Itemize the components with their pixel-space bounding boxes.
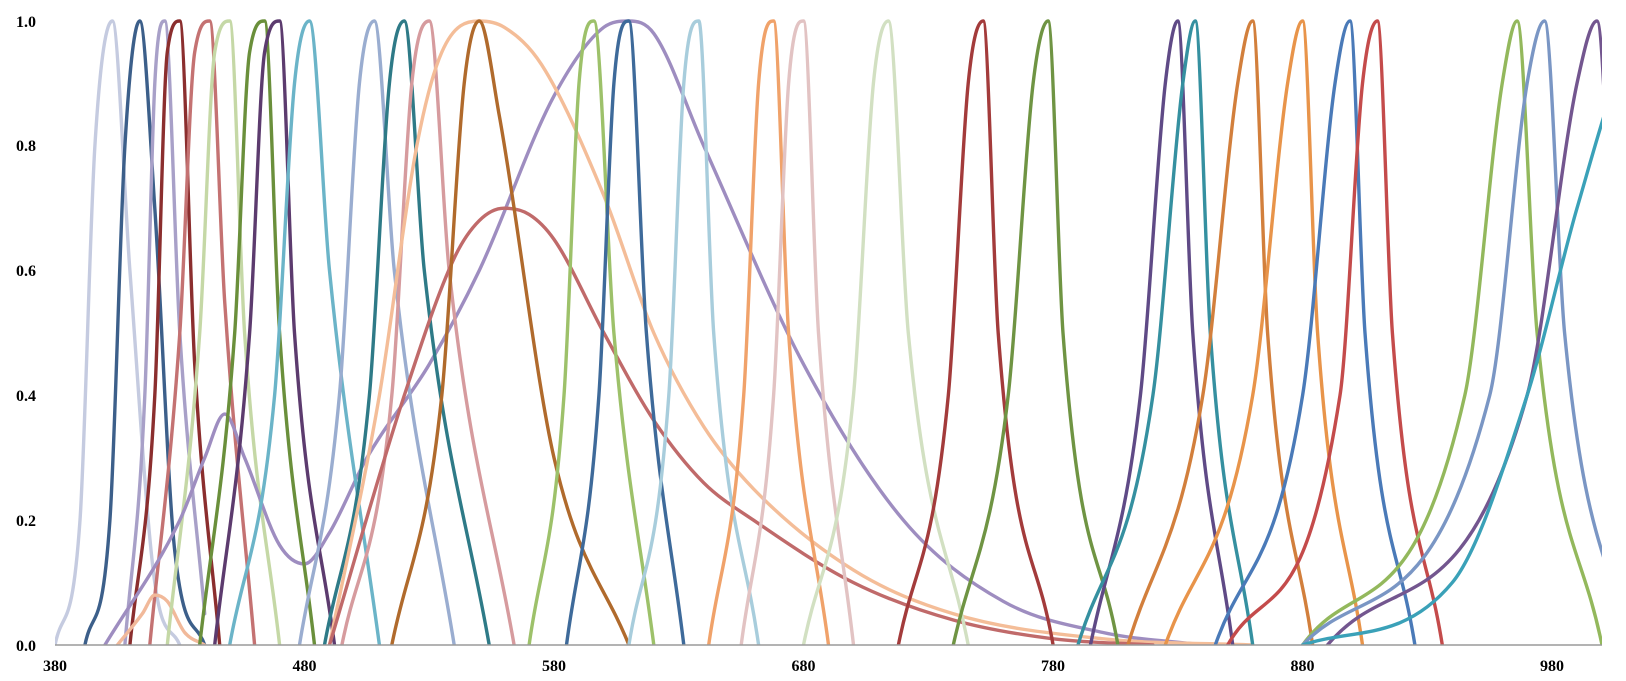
series-line-8 (103, 19, 1205, 645)
series-line-35 (1300, 116, 1602, 645)
y-tick-label: 1.0 (16, 14, 36, 31)
series-line-29 (1163, 19, 1365, 645)
y-tick-label: 0.6 (16, 263, 36, 280)
series-line-34 (1325, 19, 1602, 645)
series-line-25 (951, 19, 1120, 645)
series-line-13 (322, 19, 491, 645)
series-line-7 (165, 19, 282, 645)
series-line-19 (564, 19, 686, 645)
series-line-17 (390, 19, 631, 645)
series-line-3 (123, 19, 207, 645)
series-line-10 (213, 19, 337, 645)
y-tick-label: 0.8 (16, 138, 36, 155)
series-line-9 (198, 19, 317, 645)
series-line-26 (1088, 19, 1235, 645)
series-line-31 (1226, 19, 1444, 645)
series-line-4 (128, 19, 222, 645)
series-line-5 (148, 19, 257, 645)
series-line-18 (527, 19, 656, 645)
y-axis-ticks: 0.0 0.2 0.4 0.6 0.8 1.0 (16, 14, 36, 655)
series-line-23 (801, 19, 970, 645)
x-tick-label: 480 (293, 658, 317, 675)
series-line-32 (1300, 19, 1602, 645)
x-tick-label: 780 (1041, 658, 1065, 675)
x-tick-label: 880 (1291, 658, 1315, 675)
x-tick-label: 680 (792, 658, 816, 675)
series-line-22 (739, 19, 856, 645)
series-line-12 (297, 19, 456, 645)
series-line-28 (1126, 19, 1315, 645)
x-tick-label: 580 (542, 658, 566, 675)
series-line-24 (896, 19, 1055, 645)
series-line-30 (1213, 19, 1417, 645)
y-tick-label: 0.2 (16, 513, 36, 530)
series-line-1 (55, 19, 182, 645)
series-line-2 (83, 19, 207, 645)
y-tick-label: 0.4 (16, 388, 36, 405)
series-line-27 (1076, 19, 1255, 645)
series-line-21 (707, 19, 831, 645)
series-line-33 (1300, 19, 1602, 645)
series-line-14 (340, 19, 516, 645)
series-line-20 (627, 19, 761, 645)
series-line-11 (228, 19, 382, 645)
x-tick-label: 980 (1540, 658, 1564, 675)
series-line-6 (115, 593, 207, 645)
x-axis-ticks: 380 480 580 680 780 880 980 (43, 658, 1564, 675)
series-layer (55, 19, 1602, 645)
x-tick-label: 380 (43, 658, 67, 675)
y-tick-label: 0.0 (16, 638, 36, 655)
